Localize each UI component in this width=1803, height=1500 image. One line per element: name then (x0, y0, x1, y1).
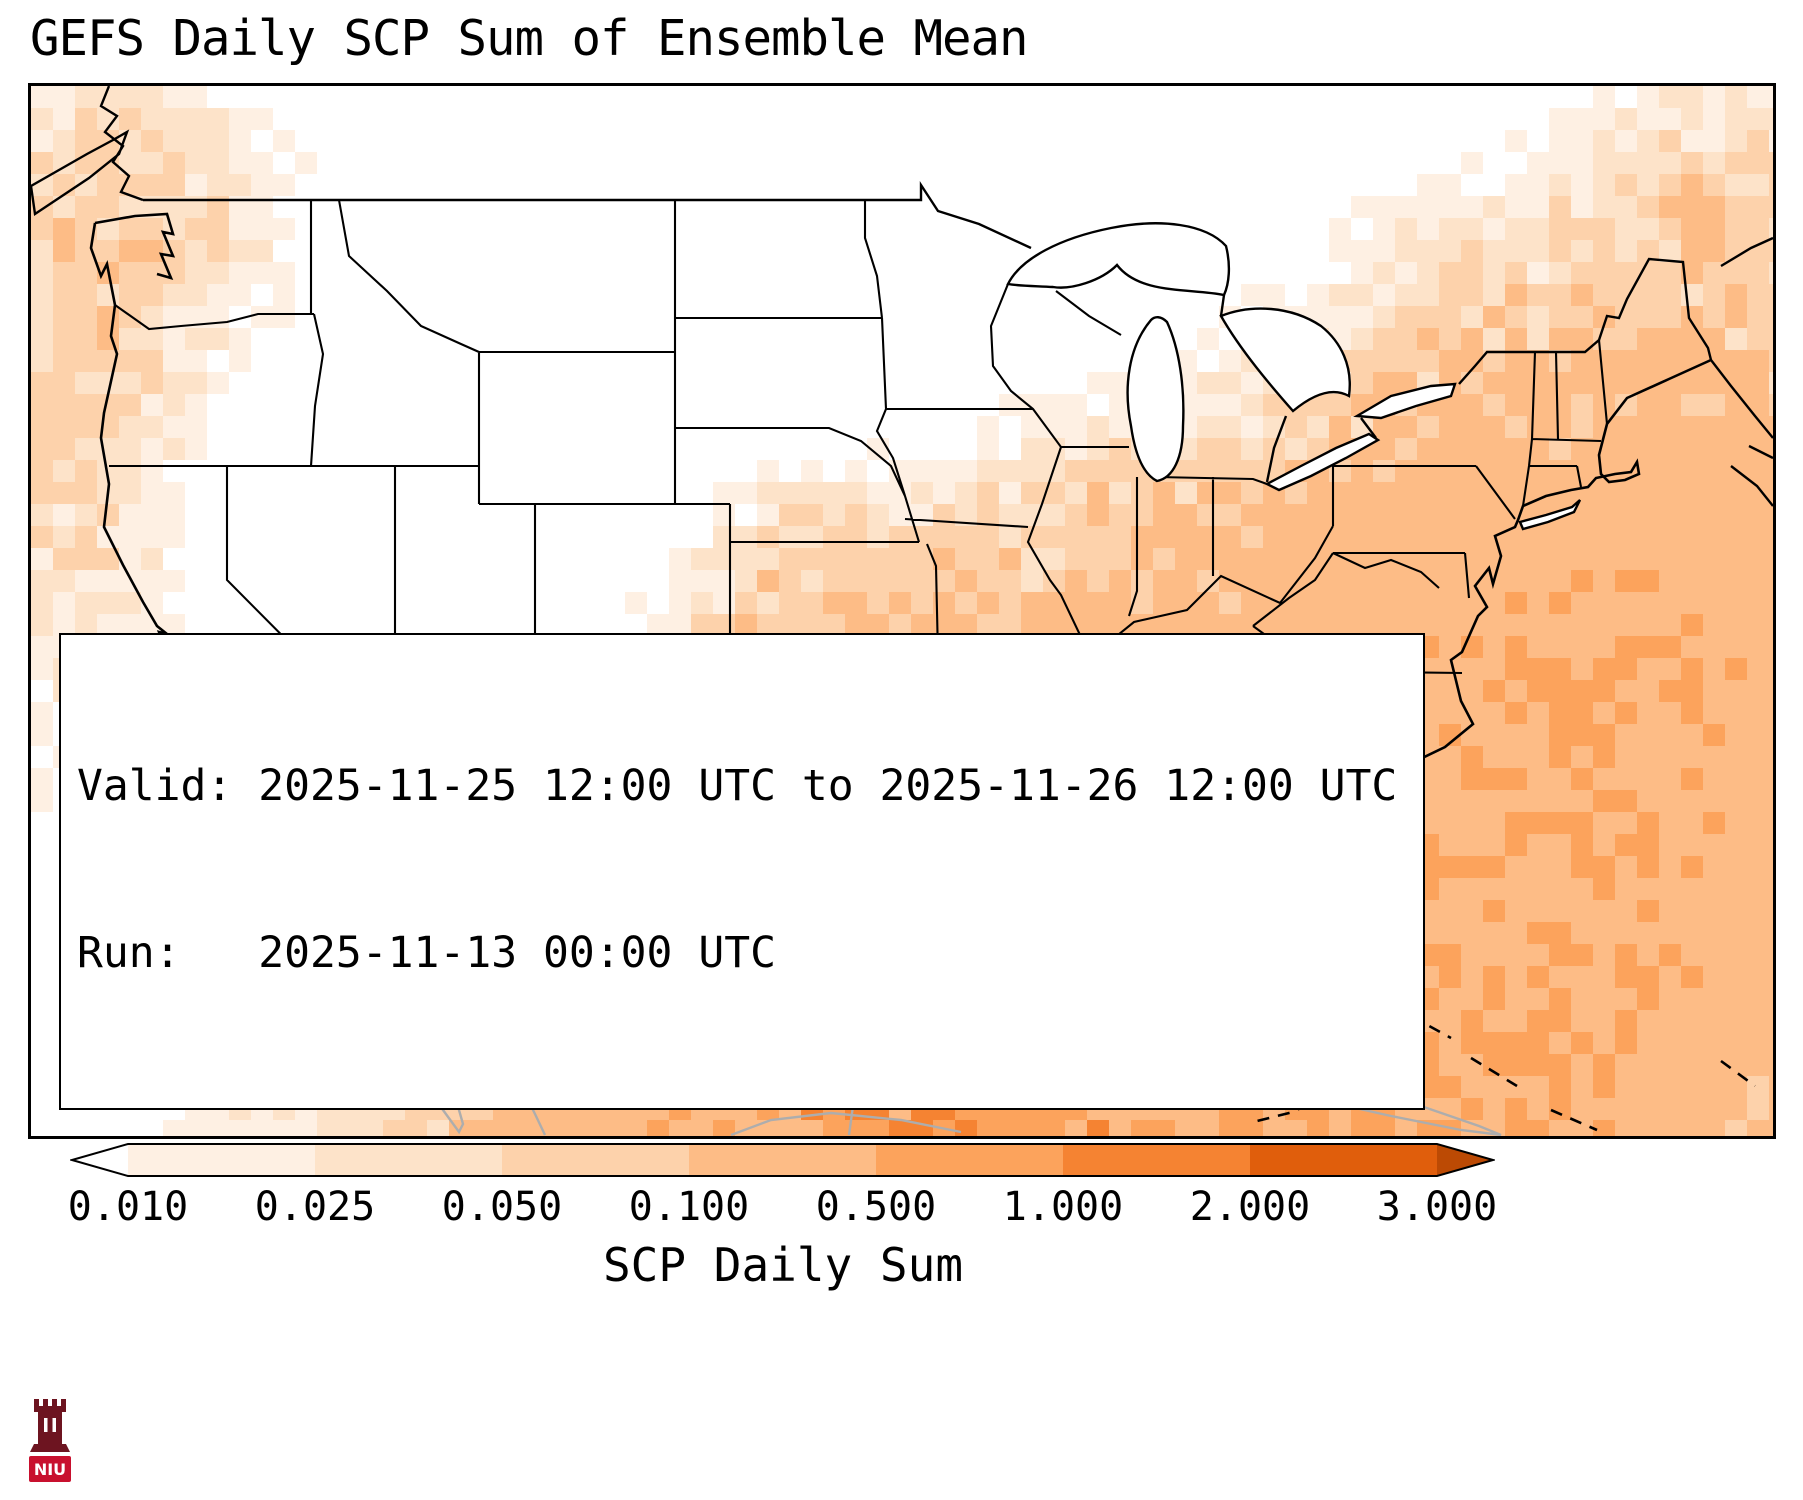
lake-erie (1264, 432, 1381, 492)
great-lakes (1006, 222, 1582, 531)
colorbar-segment (128, 1144, 315, 1176)
colorbar-segment (1063, 1144, 1250, 1176)
colorbar-over-arrow (1437, 1144, 1493, 1176)
run-time-text: Run: 2025-11-13 00:00 UTC (77, 928, 776, 979)
colorbar-tick-label: 1.000 (1002, 1184, 1124, 1230)
colorbar-outline (68, 1143, 1497, 1177)
valid-run-info-box: Valid: 2025-11-25 12:00 UTC to 2025-11-2… (59, 632, 1426, 1110)
niu-logo-text: NIU (34, 1460, 66, 1479)
long-island (1518, 499, 1582, 531)
map-panel: Valid: 2025-11-25 12:00 UTC to 2025-11-2… (28, 83, 1776, 1139)
lake-superior (1006, 222, 1231, 297)
niu-shield (29, 1456, 71, 1482)
colorbar-tick-label: 3.000 (1376, 1184, 1498, 1230)
colorbar (68, 1142, 1497, 1178)
colorbar-tick-label: 0.050 (441, 1184, 563, 1230)
colorbar-segment (1250, 1144, 1437, 1176)
niu-logo: NIU (29, 1399, 71, 1482)
colorbar-tick-label: 0.500 (815, 1184, 937, 1230)
lake-ontario (1353, 382, 1457, 420)
colorbar-tick-label: 2.000 (1189, 1184, 1311, 1230)
niu-castle-icon (30, 1399, 70, 1452)
colorbar-axis-label: SCP Daily Sum (602, 1238, 964, 1292)
canada-border-path (31, 86, 1773, 507)
colorbar-tick-label: 0.010 (67, 1184, 189, 1230)
colorbar-svg (68, 1143, 1497, 1177)
colorbar-tick-label: 0.100 (628, 1184, 750, 1230)
lake-huron (1219, 307, 1351, 413)
colorbar-segment (689, 1144, 876, 1176)
colorbar-tick-label: 0.025 (254, 1184, 376, 1230)
valid-time-text: Valid: 2025-11-25 12:00 UTC to 2025-11-2… (77, 760, 1398, 811)
lake-michigan (1126, 316, 1185, 483)
page-title: GEFS Daily SCP Sum of Ensemble Mean (30, 10, 1029, 67)
colorbar-segment (315, 1144, 502, 1176)
island-chain-dashes-path (1252, 1014, 1756, 1132)
colorbar-segment (876, 1144, 1063, 1176)
colorbar-segment (502, 1144, 689, 1176)
colorbar-under-arrow (72, 1144, 128, 1176)
